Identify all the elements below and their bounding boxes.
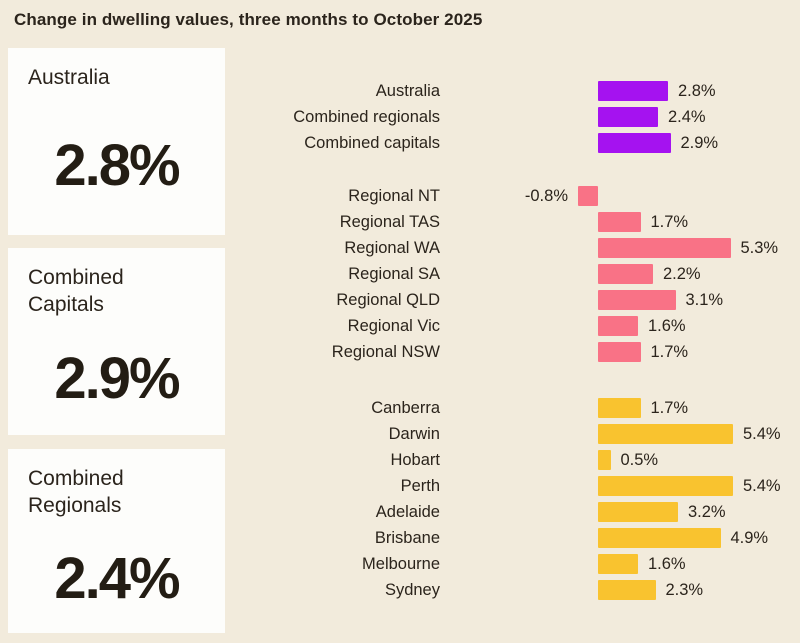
chart-row: Adelaide 3.2% [0,499,800,525]
card-value: 2.4% [54,545,180,611]
card-label: Combined Regionals [28,467,124,518]
summary-card-combined-regionals: Combined Regionals 2.4% [8,449,225,633]
category-label: Regional Vic [347,317,440,335]
category-label: Brisbane [374,529,440,547]
category-label: Combined capitals [304,134,440,152]
summary-card-australia: Australia 2.8% [8,48,225,235]
category-label: Adelaide [375,503,440,521]
bar [598,398,641,418]
value-label: 5.4% [743,425,781,443]
category-label: Darwin [388,425,440,443]
value-label: 3.2% [688,503,726,521]
category-label: Melbourne [362,555,440,573]
value-label: 2.8% [678,82,716,100]
chart-row: Combined capitals 2.9% [0,130,800,156]
value-label: 2.3% [665,581,704,599]
bar [598,264,653,284]
bar-group-regional: Regional NT -0.8% Regional TAS 1.7% Regional… [0,183,800,365]
value-label: 2.4% [668,108,706,126]
card-label: Combined Capitals [28,266,124,317]
value-label: 0.5% [620,451,659,469]
card-value: 2.8% [54,132,180,198]
chart-row: Darwin 5.4% [0,421,800,447]
bar [598,554,638,574]
chart-row: Regional NSW 1.7% [0,339,800,365]
chart-row: Regional Vic 1.6% [0,313,800,339]
value-label: 1.7% [650,213,689,231]
chart-row: Regional QLD 3.1% [0,287,800,313]
chart-row: Canberra 1.7% [0,395,800,421]
value-label: 1.7% [650,399,689,417]
value-label: 4.9% [730,529,769,547]
bar [598,316,638,336]
value-label: 5.3% [740,239,779,257]
chart-row: Perth 5.4% [0,473,800,499]
value-label: 1.6% [648,555,686,573]
bar [598,502,678,522]
bar [598,81,668,101]
value-label: 1.7% [650,343,689,361]
value-label: 2.9% [680,134,719,152]
chart-row: Australia 2.8% [0,78,800,104]
bar [598,424,733,444]
category-label: Regional QLD [336,291,440,309]
value-label: 5.4% [743,477,781,495]
category-label: Regional TAS [339,213,440,231]
bar [598,580,656,600]
category-label: Hobart [390,451,440,469]
chart-row: Regional WA 5.3% [0,235,800,261]
bar [578,186,598,206]
chart-row: Combined regionals 2.4% [0,104,800,130]
category-label: Combined regionals [293,108,440,126]
category-label: Sydney [384,581,440,599]
category-label: Canberra [371,399,440,417]
value-label: 2.2% [663,265,701,283]
value-label: 3.1% [685,291,724,309]
bar [598,528,721,548]
bar [598,290,676,310]
chart-row: Hobart 0.5% [0,447,800,473]
bar [598,107,658,127]
category-label: Perth [400,477,440,495]
chart-row: Regional SA 2.2% [0,261,800,287]
category-label: Regional SA [348,265,440,283]
chart-row: Regional NT -0.8% [0,183,800,209]
bar [598,133,671,153]
bar [598,212,641,232]
value-label: 1.6% [648,317,686,335]
category-label: Regional NSW [331,343,440,361]
value-label: -0.8% [524,187,568,205]
chart-row: Regional TAS 1.7% [0,209,800,235]
card-value: 2.9% [54,346,180,412]
summary-card-combined-capitals: Combined Capitals 2.9% [8,248,225,435]
page-title: Change in dwelling values, three months … [14,10,483,29]
chart-row: Sydney 2.3% [0,577,800,603]
bar-group-capitals: Canberra 1.7% Darwin 5.4% Hobart 0.5% Perth 5.4… [0,395,800,603]
category-label: Regional NT [348,187,440,205]
category-label: Regional WA [344,239,440,257]
bar [598,342,641,362]
chart-row: Melbourne 1.6% [0,551,800,577]
chart-row: Brisbane 4.9% [0,525,800,551]
card-label: Australia [28,66,110,89]
category-label: Australia [375,82,440,100]
bar [598,450,611,470]
bar-group-national: Australia 2.8% Combined regionals 2.4% Combi… [0,78,800,156]
bar [598,238,731,258]
bar [598,476,733,496]
